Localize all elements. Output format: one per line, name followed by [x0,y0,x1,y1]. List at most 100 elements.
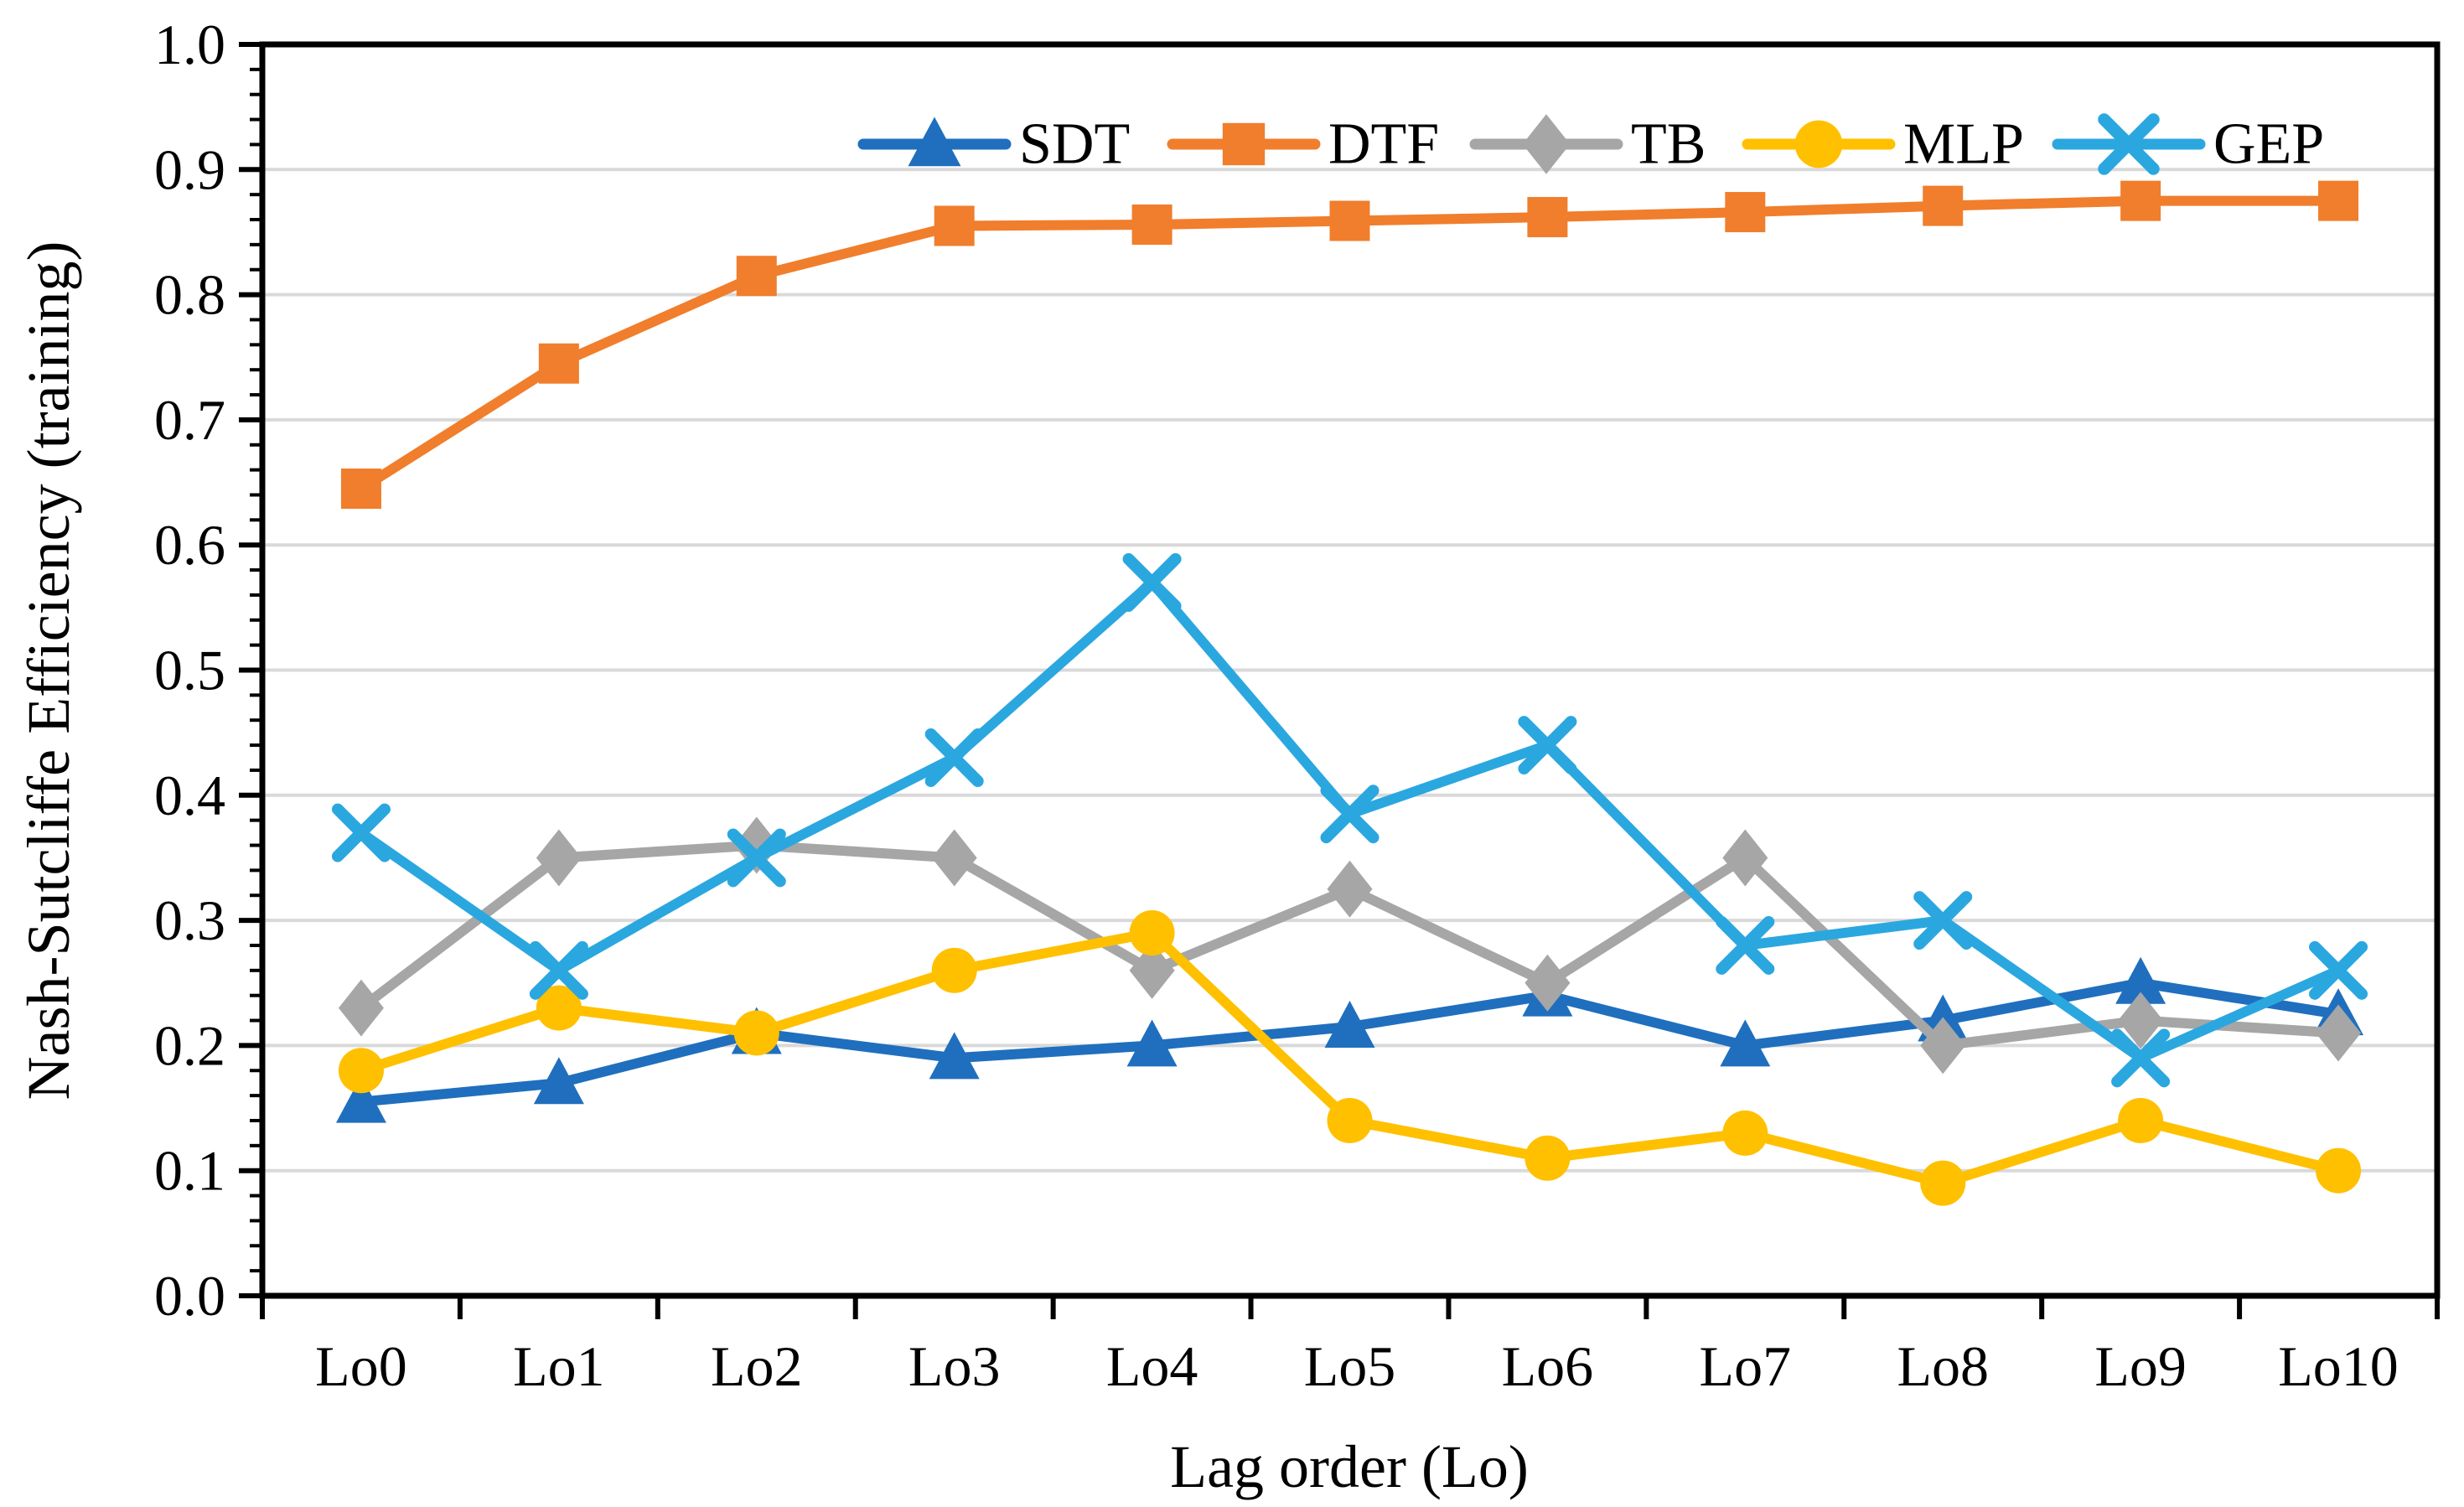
square-marker [538,343,579,384]
circle-marker [1524,1135,1571,1181]
series-MLP [338,910,2362,1206]
x-marker [727,828,786,888]
legend: SDT DTF TB MLP GEP [857,112,2324,177]
x-tick-label: Lo1 [513,1334,605,1398]
series-DTF-line [355,195,2344,495]
triangle-marker [929,1032,980,1080]
square-marker [934,205,975,246]
x-marker [924,728,984,788]
legend-label-SDT: SDT [1019,112,1130,177]
diamond-marker [1722,829,1768,887]
square-marker [340,469,381,510]
y-tick-label: 0.2 [154,1013,225,1077]
x-marker [2111,1028,2171,1088]
x-tick-label: Lo4 [1106,1334,1198,1398]
circle-marker [1129,910,1175,956]
x-tick-label: Lo7 [1700,1334,1792,1398]
diamond-marker [1129,941,1175,999]
diamond-marker [2316,1004,2362,1062]
triangle-marker [533,1057,584,1105]
square-marker [1725,192,1766,233]
x-tick-label: Lo9 [2094,1334,2187,1398]
y-tick-label: 0.1 [154,1139,225,1203]
diamond-marker [1522,114,1571,174]
circle-marker [1794,120,1843,168]
legend-item-SDT: SDT [857,112,1130,177]
x-tick-labels: Lo0 Lo1 Lo2 Lo3 Lo4 Lo5 Lo6 Lo7 Lo8 Lo9 Lo10 [315,1334,2399,1398]
x-tick-label: Lo2 [711,1334,803,1398]
y-tick-label: 0.4 [154,764,225,827]
series-DTF [340,180,2359,510]
square-marker [2120,180,2161,221]
legend-item-TB: TB [1469,112,1706,177]
y-tick-label: 0.9 [154,137,225,201]
legend-item-MLP: MLP [1742,112,2024,177]
x-tick-label: Lo0 [315,1334,407,1398]
series-GEP [331,552,2368,1088]
y-tick-label: 0.0 [154,1264,225,1328]
y-tick-labels: 0.0 0.1 0.2 0.3 0.4 0.5 0.6 0.7 0.8 0.9 1.0 [154,13,225,1328]
triangle-marker [1720,1019,1771,1067]
x-tick-label: Lo5 [1304,1334,1396,1398]
square-marker [1923,185,1964,226]
x-axis-title: Lag order (Lo) [1170,1433,1529,1500]
y-tick-label: 0.8 [154,263,225,327]
triangle-marker [2115,956,2166,1004]
circle-marker [2316,1147,2362,1194]
gridlines [262,168,2437,1173]
x-marker [1320,785,1380,844]
diamond-marker [2118,992,2164,1049]
plot-frame [259,41,2441,1299]
x-marker [331,803,391,862]
y-tick-label: 0.3 [154,888,225,952]
x-tick-label: Lo3 [908,1334,1001,1398]
diamond-marker [931,829,977,887]
diamond-marker [1327,860,1373,918]
y-tick-label: 0.5 [154,639,225,702]
square-marker [1329,200,1370,241]
square-marker [2318,180,2359,221]
circle-marker [536,985,582,1031]
x-marker [1518,716,1577,775]
circle-marker [1327,1097,1373,1143]
triangle-marker [908,117,961,167]
series-TB [338,816,2362,1075]
x-marker [1122,552,1182,612]
y-tick-label: 0.7 [154,388,225,452]
circle-marker [1722,1110,1768,1156]
diamond-marker [1524,954,1571,1012]
y-axis-title: Nash-Sutcliffe Efficiency (training) [15,241,82,1100]
legend-label-MLP: MLP [1903,112,2024,177]
circle-marker [733,1010,779,1056]
square-marker [1527,197,1568,238]
legend-label-TB: TB [1631,112,1706,177]
y-tick-label: 0.6 [154,513,225,577]
diamond-marker [338,979,384,1037]
x-tick-label: Lo6 [1502,1334,1594,1398]
x-marker [1913,891,1973,950]
x-tick-label: Lo10 [2278,1334,2399,1398]
legend-label-GEP: GEP [2213,112,2324,177]
triangle-marker [1126,1019,1178,1067]
triangle-marker [335,1075,386,1123]
legend-item-DTF: DTF [1167,112,1439,177]
circle-marker [338,1048,384,1094]
square-marker [1131,204,1172,245]
legend-item-GEP: GEP [2052,112,2324,177]
triangle-marker [1324,1001,1375,1049]
series-SDT [335,956,2364,1123]
x-marker [529,940,588,1000]
square-marker [1222,122,1266,166]
x-marker [2098,113,2160,175]
x-tick-label: Lo8 [1897,1334,1989,1398]
diamond-marker [1920,1017,1966,1075]
circle-marker [2118,1097,2164,1143]
diamond-marker [536,829,582,887]
circle-marker [931,947,977,993]
x-marker [2309,940,2368,1000]
legend-label-DTF: DTF [1328,112,1439,177]
x-marker [1716,915,1775,975]
square-marker [736,256,777,297]
